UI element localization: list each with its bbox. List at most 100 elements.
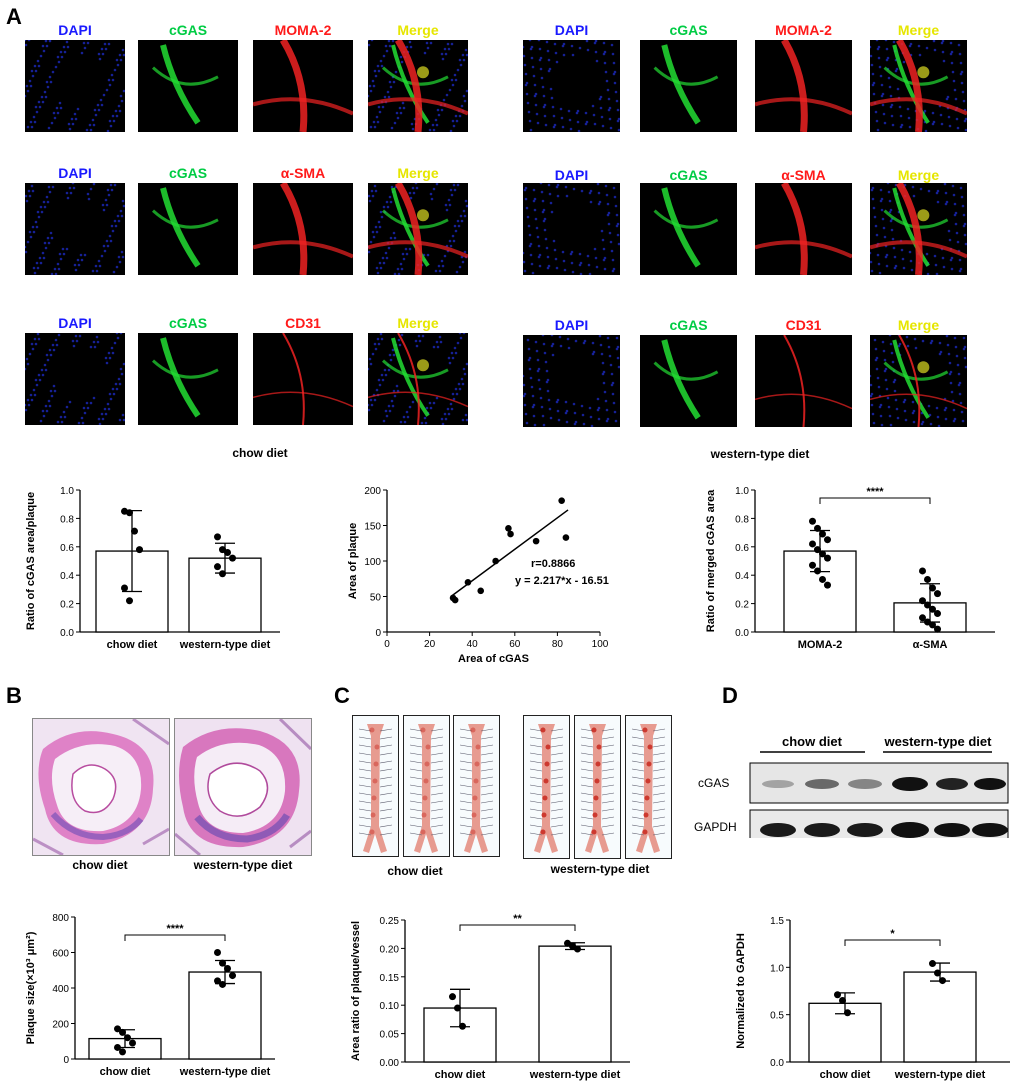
- x-tick-label: 40: [467, 639, 479, 650]
- x-tick-label: western-type diet: [179, 639, 271, 651]
- data-point: [464, 579, 472, 586]
- y-tick-label: 400: [52, 984, 69, 995]
- chart-a1-cgas-ratio: Ratio of cGAS area/plaque 0.0 0.2 0.4 0.6 0.8…: [25, 486, 280, 651]
- y-axis-label: Plaque size(×10³ μm²): [25, 931, 37, 1044]
- data-point: [939, 977, 946, 985]
- data-point: [126, 509, 133, 517]
- x-tick-label: western-type diet: [179, 1066, 271, 1078]
- y-tick-label: 0.20: [380, 944, 400, 955]
- if-label-chow-r1-c0: DAPI: [58, 165, 92, 181]
- he-image-western: [174, 718, 312, 856]
- x-tick-label: 60: [509, 639, 521, 650]
- data-point: [451, 596, 459, 604]
- if-image-western-r0-c1: [640, 40, 737, 132]
- y-tick-label: 0.0: [770, 1058, 784, 1069]
- data-point: [934, 610, 941, 618]
- significance-label: ****: [866, 486, 884, 498]
- he-image-chow: [32, 718, 170, 856]
- data-point: [119, 1048, 126, 1056]
- y-tick-label: 0.2: [60, 600, 74, 611]
- panel-letter-c: C: [334, 683, 350, 708]
- y-tick-label: 0: [375, 628, 381, 639]
- blot-group-chow: chow diet: [782, 734, 843, 749]
- if-label-western-r1-c2: α-SMA: [781, 167, 826, 183]
- western-blot: chow diet western-type diet cGAS GAPDH: [694, 734, 1009, 838]
- if-label-chow-r1-c1: cGAS: [168, 165, 208, 181]
- data-point: [929, 960, 936, 968]
- if-label-chow-r0-c1: cGAS: [168, 22, 208, 38]
- panel-letter-b: B: [6, 683, 22, 708]
- data-point: [929, 605, 936, 613]
- data-point: [924, 601, 931, 609]
- y-tick-label: 50: [370, 593, 382, 604]
- data-point: [214, 533, 221, 541]
- if-label-chow-r0-c0: DAPI: [58, 22, 92, 38]
- y-tick-label: 0.10: [380, 1001, 400, 1012]
- y-tick-label: 0.4: [60, 571, 74, 582]
- data-point: [919, 614, 926, 622]
- if-label-western-r2-c0: DAPI: [554, 317, 589, 333]
- data-point: [214, 949, 221, 956]
- y-tick-label: 0.25: [380, 916, 400, 927]
- aorta-image-chow-2: [403, 715, 450, 857]
- data-point: [124, 1034, 131, 1042]
- significance-label: **: [513, 913, 522, 925]
- if-image-western-r0-c2: [755, 40, 852, 132]
- data-point: [532, 537, 540, 545]
- if-image-chow-r0-c2: [253, 40, 353, 132]
- aorta-image-chow-3: [453, 715, 500, 857]
- if-label-western-r2-c3: Merge: [897, 317, 940, 333]
- if-image-western-r1-c2: [755, 183, 852, 275]
- data-point: [477, 587, 485, 595]
- data-point: [574, 945, 581, 953]
- bar: [903, 971, 977, 1063]
- significance-bracket: [819, 497, 931, 504]
- y-tick-label: 0.15: [380, 973, 400, 984]
- data-point: [126, 597, 133, 605]
- y-tick-label: 0.8: [735, 514, 749, 525]
- significance-bracket: [459, 924, 576, 931]
- significance-label: *: [890, 928, 895, 940]
- y-tick-label: 0.05: [380, 1030, 400, 1041]
- if-image-western-r2-c1: [640, 335, 737, 427]
- data-point: [224, 964, 231, 972]
- data-point: [934, 590, 941, 598]
- panel-letter-a: A: [6, 4, 22, 29]
- x-tick-label: western-type diet: [894, 1069, 986, 1081]
- if-label-western-r0-c1: cGAS: [669, 22, 708, 38]
- significance-bracket: [124, 934, 226, 941]
- x-tick-label: MOMA-2: [798, 639, 843, 651]
- data-point: [224, 548, 231, 556]
- y-tick-label: 1.0: [735, 486, 749, 497]
- data-point: [505, 525, 512, 532]
- y-tick-label: 800: [52, 913, 69, 924]
- data-point: [819, 550, 826, 558]
- data-point: [929, 621, 936, 629]
- if-image-western-r1-c1: [640, 183, 737, 275]
- chart-c-area-ratio: Area ratio of plaque/vessel 0.00 0.05 0.10 0…: [350, 913, 630, 1081]
- if-label-chow-r2-c1: cGAS: [168, 315, 208, 331]
- panel-letter-d: D: [722, 683, 738, 708]
- if-image-chow-r1-c1: [138, 183, 238, 275]
- data-point: [809, 561, 816, 569]
- data-point: [824, 581, 831, 589]
- x-tick-label: 0: [384, 639, 390, 650]
- data-point: [834, 991, 841, 999]
- chart-d-normalized: Normalized to GAPDH 0.0 0.5 1.0 1.5 chow diet…: [735, 916, 1010, 1081]
- panel-c-caption-western: western-type diet: [550, 862, 650, 876]
- if-label-chow-r0-c2: MOMA-2: [274, 22, 332, 38]
- y-tick-label: 0.6: [60, 543, 74, 554]
- if-label-western-r0-c2: MOMA-2: [775, 22, 832, 38]
- if-image-western-r0-c0: [523, 40, 620, 132]
- panel-a-left-caption: chow diet: [232, 446, 288, 460]
- if-label-western-r0-c3: Merge: [897, 22, 940, 38]
- data-point: [454, 1004, 461, 1012]
- y-axis-label: Area ratio of plaque/vessel: [350, 921, 362, 1061]
- data-point: [449, 993, 456, 1001]
- data-point: [114, 1025, 121, 1033]
- y-axis-label: Ratio of merged cGAS area: [705, 489, 717, 632]
- y-tick-label: 0.00: [380, 1058, 400, 1069]
- data-point: [459, 1022, 466, 1030]
- annotation-r: r=0.8866: [531, 558, 575, 570]
- data-point: [114, 1043, 121, 1051]
